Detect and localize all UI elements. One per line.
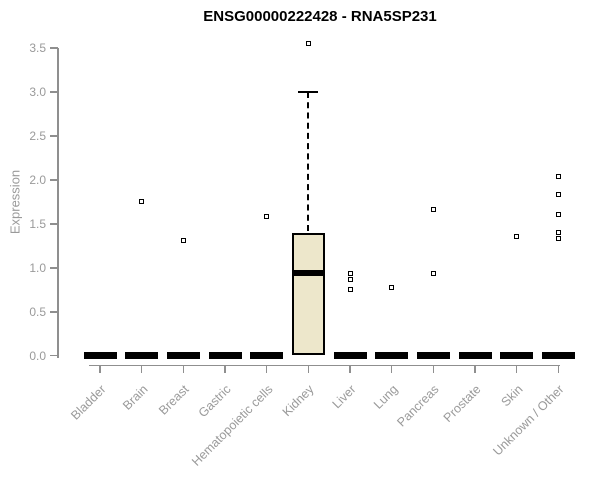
x-tick-mark [307, 365, 310, 373]
zero-bar [458, 352, 492, 359]
outlier-point [347, 270, 353, 276]
x-tick-mark [224, 365, 226, 373]
zero-bar [541, 352, 575, 359]
x-tick-mark [99, 365, 101, 373]
y-tick-label: 3.5 [29, 41, 46, 56]
outlier-point [264, 214, 270, 220]
outlier-point [555, 236, 561, 242]
outlier-point [430, 271, 436, 277]
y-tick-mark [49, 135, 58, 137]
x-tick-mark [515, 365, 518, 373]
outlier-point [555, 173, 561, 179]
whisker-line [307, 92, 310, 231]
y-tick-mark [49, 179, 58, 181]
outlier-point [514, 233, 520, 239]
outlier-point [180, 238, 186, 244]
y-tick-mark [49, 91, 58, 93]
y-tick-mark [49, 267, 58, 269]
zero-bar [333, 352, 367, 359]
whisker-cap [298, 91, 319, 93]
y-tick-label: 0.5 [29, 304, 46, 319]
outlier-point [555, 192, 561, 198]
median-line [291, 270, 325, 277]
zero-bar [375, 352, 409, 359]
y-tick-label: 3.0 [29, 85, 46, 99]
y-tick-mark [49, 311, 58, 313]
x-tick-mark [265, 365, 268, 373]
outlier-point [139, 199, 145, 205]
zero-bar [208, 352, 242, 359]
x-tick-mark [349, 365, 351, 373]
outlier-point [305, 41, 311, 47]
zero-bar [166, 352, 200, 359]
zero-bar [125, 352, 159, 359]
x-tick-mark [557, 365, 560, 373]
y-tick-label: 2.5 [29, 128, 46, 143]
x-tick-mark [390, 365, 393, 373]
x-tick-mark [182, 365, 185, 373]
y-tick-label: 1.5 [29, 216, 46, 231]
zero-bar [416, 352, 450, 359]
outlier-point [347, 287, 353, 293]
y-tick-label: 1.0 [29, 260, 46, 275]
y-tick-mark [49, 354, 58, 357]
outlier-point [430, 207, 436, 213]
y-tick-mark [49, 223, 58, 225]
chart-title: ENSG00000222428 - RNA5SP231 [203, 8, 437, 25]
x-tick-mark [474, 365, 476, 373]
outlier-point [555, 230, 561, 236]
outlier-point [555, 211, 561, 217]
x-axis-line [89, 364, 560, 366]
x-tick-mark [432, 365, 435, 373]
zero-bar [250, 352, 284, 359]
y-tick-label: 0.0 [29, 348, 46, 363]
y-tick-mark [49, 47, 58, 49]
y-axis-line [57, 48, 59, 358]
zero-bar [83, 352, 117, 359]
outlier-point [389, 284, 395, 290]
y-tick-label: 2.0 [29, 172, 46, 187]
x-tick-mark [140, 365, 143, 373]
box-body-kidney [291, 232, 325, 355]
zero-bar [500, 352, 534, 359]
outlier-point [347, 276, 353, 282]
